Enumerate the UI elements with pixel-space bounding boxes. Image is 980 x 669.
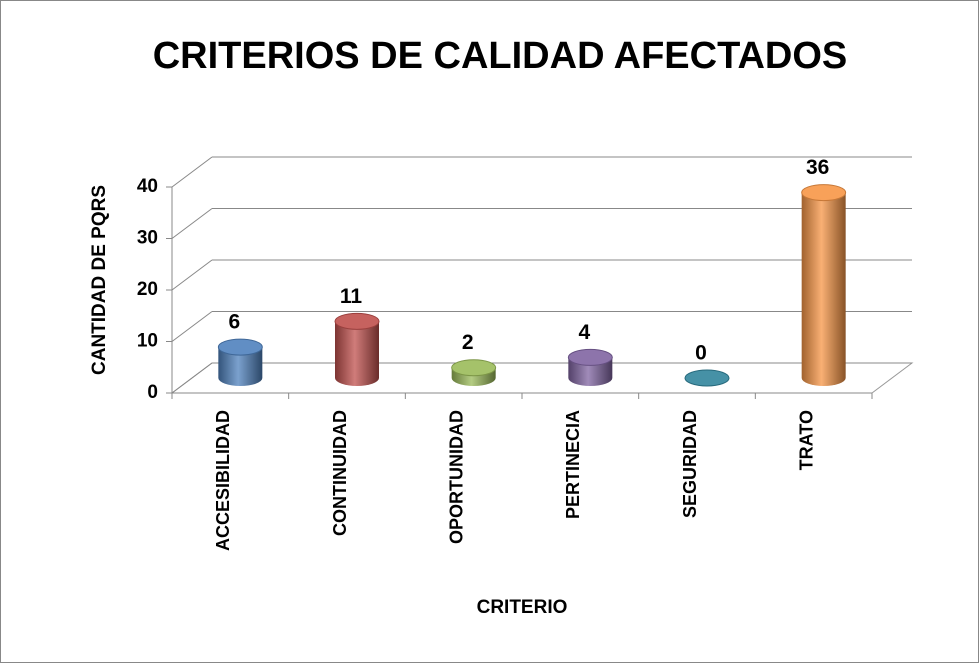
bar [801, 184, 847, 386]
x-axis-label: CRITERIO [477, 597, 568, 618]
data-label: 11 [340, 285, 363, 308]
bar-body [801, 192, 846, 386]
grid-line [171, 156, 213, 188]
grid-line [171, 208, 213, 239]
x-tick-label: SEGURIDAD [680, 410, 700, 518]
x-tick-label: PERTINECIA [563, 410, 583, 519]
y-axis-label: CANTIDAD DE PQRS [89, 185, 110, 375]
bar-top [567, 348, 613, 366]
bar-top [684, 369, 730, 387]
grid-line [171, 311, 213, 342]
bar-top [801, 184, 847, 202]
y-tick-label: 10 [137, 331, 158, 352]
grid-line [171, 259, 213, 291]
bar-top [334, 312, 380, 330]
x-tick-label: ACCESIBILIDAD [213, 410, 233, 551]
data-label: 6 [228, 311, 240, 334]
bar [684, 369, 730, 387]
x-tick-label: OPORTUNIDAD [446, 410, 466, 544]
y-tick-label: 30 [137, 228, 158, 249]
bar-top [217, 338, 263, 356]
bar-body [335, 321, 379, 386]
bar-body [218, 347, 263, 387]
y-tick-label: 40 [137, 176, 158, 197]
data-label: 0 [695, 342, 707, 365]
bar [567, 348, 613, 386]
bar [334, 312, 380, 386]
y-tick-label: 0 [147, 382, 158, 403]
bar-top [451, 359, 497, 377]
bar [451, 359, 497, 386]
grid-line [171, 362, 213, 394]
data-label: 4 [578, 321, 590, 344]
x-tick-label: CONTINUIDAD [330, 410, 350, 536]
chart-title: CRITERIOS DE CALIDAD AFECTADOS [153, 35, 848, 77]
bar [217, 338, 263, 387]
y-tick-label: 20 [137, 279, 158, 300]
data-label: 36 [806, 156, 829, 179]
data-label: 2 [462, 331, 474, 354]
x-tick-label: TRATO [796, 410, 816, 470]
